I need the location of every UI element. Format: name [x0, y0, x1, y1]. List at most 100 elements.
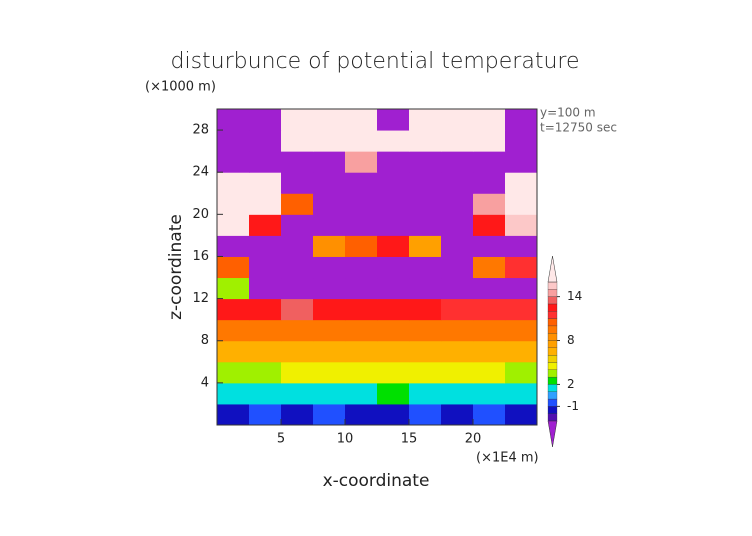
cell	[217, 172, 250, 194]
annotation: y=100 m	[540, 106, 596, 120]
cell	[505, 214, 538, 236]
y-tick-label: 8	[201, 333, 209, 348]
colorbar-box	[547, 303, 558, 312]
cell	[409, 130, 442, 152]
cell	[377, 298, 410, 321]
cell	[505, 193, 538, 215]
cell	[473, 109, 506, 131]
cell	[409, 151, 442, 173]
y-axis-title: z-coordinate	[166, 214, 186, 320]
cell	[441, 172, 474, 194]
cell	[345, 235, 378, 257]
cell	[473, 403, 506, 426]
cell	[409, 193, 442, 215]
cell	[345, 151, 378, 173]
cell	[473, 298, 506, 321]
colorbar-box	[547, 281, 558, 290]
colorbar-box	[547, 398, 558, 407]
cell	[313, 319, 346, 342]
y-tick-label: 20	[192, 207, 209, 222]
cell	[409, 361, 442, 384]
y-tick-label: 28	[192, 123, 209, 138]
cell	[313, 235, 346, 257]
cell	[473, 256, 506, 279]
cell	[473, 151, 506, 173]
cell	[249, 382, 282, 405]
cell	[441, 193, 474, 215]
cell	[441, 403, 474, 426]
colorbar-label: 2	[567, 377, 575, 391]
cell	[409, 382, 442, 405]
cell	[441, 235, 474, 257]
y-tick-label: 24	[192, 165, 209, 180]
cell	[217, 193, 250, 215]
colorbar-box	[547, 376, 558, 385]
cell	[281, 172, 314, 194]
cell	[409, 319, 442, 342]
colorbar-box	[547, 362, 558, 370]
cell	[505, 361, 538, 384]
cell	[217, 361, 250, 384]
colorbar-box	[547, 347, 558, 356]
cell	[281, 256, 314, 279]
cell	[505, 382, 538, 405]
colorbar-label: 14	[567, 289, 582, 303]
x-axis-title: x-coordinate	[323, 471, 430, 491]
cell	[249, 235, 282, 257]
cell	[281, 382, 314, 405]
y-tick-label: 16	[192, 249, 209, 264]
cell	[377, 256, 410, 279]
cell	[505, 151, 538, 173]
x-tick-label: 10	[337, 432, 354, 447]
y-tick-label: 12	[192, 291, 209, 306]
x-unit: (×1E4 m)	[476, 451, 539, 466]
cell	[345, 172, 378, 194]
cell	[409, 340, 442, 363]
cell	[313, 340, 346, 363]
cell	[441, 109, 474, 131]
cell	[313, 361, 346, 384]
cell	[313, 151, 346, 173]
cell	[217, 403, 250, 426]
cell	[377, 340, 410, 363]
cell	[377, 382, 410, 405]
cell	[345, 403, 378, 426]
cell	[377, 130, 410, 152]
cell	[345, 298, 378, 321]
cell	[377, 193, 410, 215]
y-unit: (×1000 m)	[145, 80, 216, 95]
cell	[441, 214, 474, 236]
cell	[377, 235, 410, 257]
colorbar-label: 8	[567, 333, 575, 347]
colorbar-box	[547, 391, 558, 400]
colorbar-box	[547, 289, 558, 297]
colorbar-box	[547, 369, 558, 378]
colorbar-box	[547, 406, 558, 414]
cell	[345, 193, 378, 215]
cell	[281, 298, 314, 321]
cell	[249, 109, 282, 131]
cell	[313, 109, 346, 131]
cell	[441, 298, 474, 321]
cell	[377, 151, 410, 173]
cell	[441, 340, 474, 363]
cell	[377, 277, 410, 300]
cell	[473, 361, 506, 384]
cell	[473, 277, 506, 300]
cell	[409, 235, 442, 257]
cell	[249, 403, 282, 426]
cell	[441, 361, 474, 384]
cell	[281, 235, 314, 257]
cell	[313, 298, 346, 321]
cell	[281, 361, 314, 384]
cell	[441, 277, 474, 300]
cell	[313, 277, 346, 300]
cell	[473, 130, 506, 152]
cell	[441, 256, 474, 279]
cell	[249, 340, 282, 363]
cell	[409, 277, 442, 300]
cell	[505, 319, 538, 342]
cell	[505, 130, 538, 152]
cell	[377, 403, 410, 426]
cell	[249, 130, 282, 152]
